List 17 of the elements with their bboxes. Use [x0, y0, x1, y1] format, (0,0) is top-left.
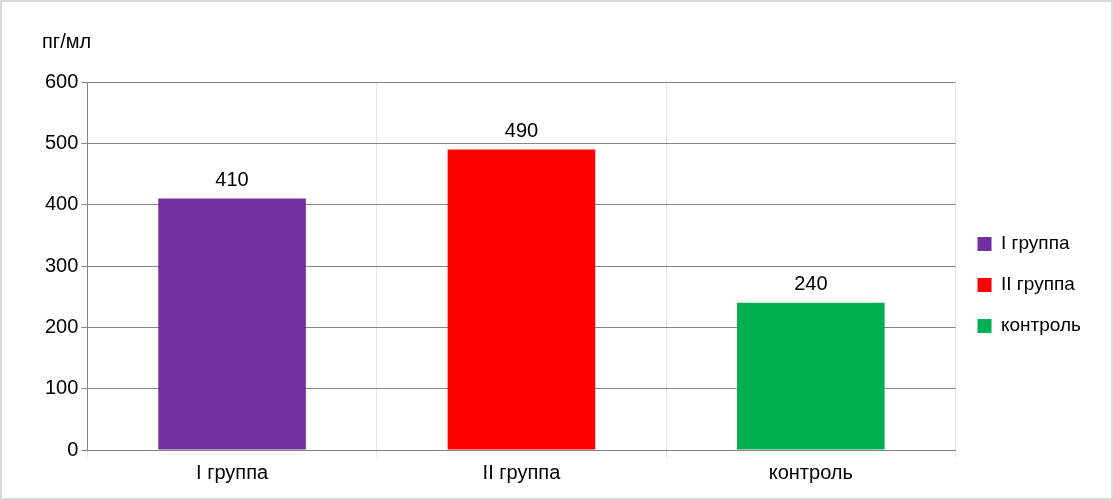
x-tick-label: II группа	[482, 460, 562, 483]
y-tick-label: 100	[44, 376, 79, 399]
legend-label: II группа	[1001, 273, 1076, 295]
legend-label: I группа	[1001, 232, 1070, 254]
y-tick-label: 400	[44, 192, 79, 215]
y-axis-title: пг/мл	[42, 29, 92, 52]
x-tick-label: I группа	[196, 460, 269, 483]
y-tick-label: 500	[44, 130, 79, 153]
y-tick-label: 200	[44, 314, 79, 337]
y-tick-label: 600	[44, 69, 79, 92]
x-tick-label: контроль	[768, 460, 853, 483]
data-label: 410	[215, 168, 249, 191]
data-label: 240	[794, 272, 828, 295]
legend-label: контроль	[1001, 314, 1082, 336]
y-tick-label: 300	[44, 253, 79, 276]
data-label: 490	[504, 118, 539, 141]
y-tick-label: 0	[67, 437, 79, 460]
